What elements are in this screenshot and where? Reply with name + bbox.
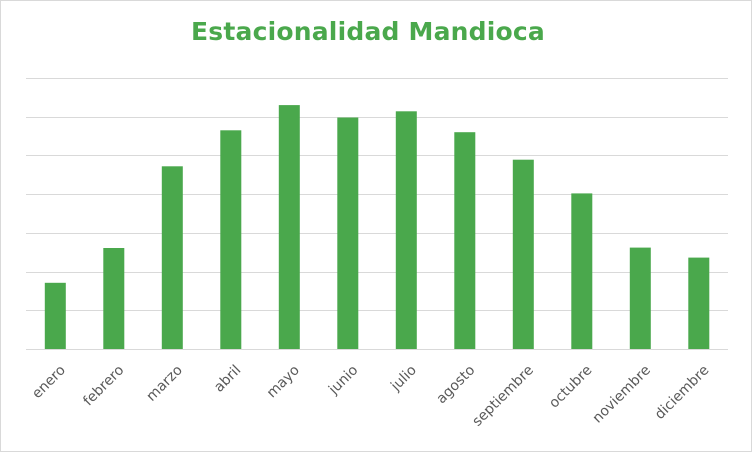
bar-diciembre bbox=[688, 257, 710, 349]
bar-octubre bbox=[571, 193, 593, 349]
x-tick-label: agosto bbox=[434, 362, 479, 407]
x-tick-label: noviembre bbox=[590, 362, 654, 426]
bar-mayo bbox=[278, 105, 300, 349]
x-tick-label: abril bbox=[211, 362, 244, 395]
x-tick-label: septiembre bbox=[469, 362, 536, 429]
x-tick-label: mayo bbox=[264, 362, 303, 401]
x-tick-label: junio bbox=[325, 362, 361, 398]
x-tick-label: diciembre bbox=[652, 362, 713, 423]
x-tick-label: julio bbox=[387, 362, 420, 395]
x-tick-label: febrero bbox=[80, 362, 127, 409]
bar-marzo bbox=[161, 166, 183, 349]
chart-title: Estacionalidad Mandioca bbox=[191, 17, 545, 46]
bars bbox=[44, 105, 710, 349]
bar-junio bbox=[337, 117, 359, 349]
bar-abril bbox=[220, 130, 242, 349]
x-tick-label: octubre bbox=[546, 362, 595, 411]
bar-febrero bbox=[103, 248, 125, 349]
gridlines bbox=[26, 78, 728, 350]
bar-julio bbox=[395, 111, 417, 349]
x-tick-label: enero bbox=[29, 362, 69, 402]
bar-agosto bbox=[454, 132, 476, 349]
bar-noviembre bbox=[629, 247, 651, 349]
x-tick-label: marzo bbox=[144, 362, 186, 404]
x-axis-labels: enero febrero marzo abril mayo junio julio agos… bbox=[29, 362, 712, 429]
bar-enero bbox=[44, 282, 66, 349]
bar-septiembre bbox=[512, 159, 534, 349]
